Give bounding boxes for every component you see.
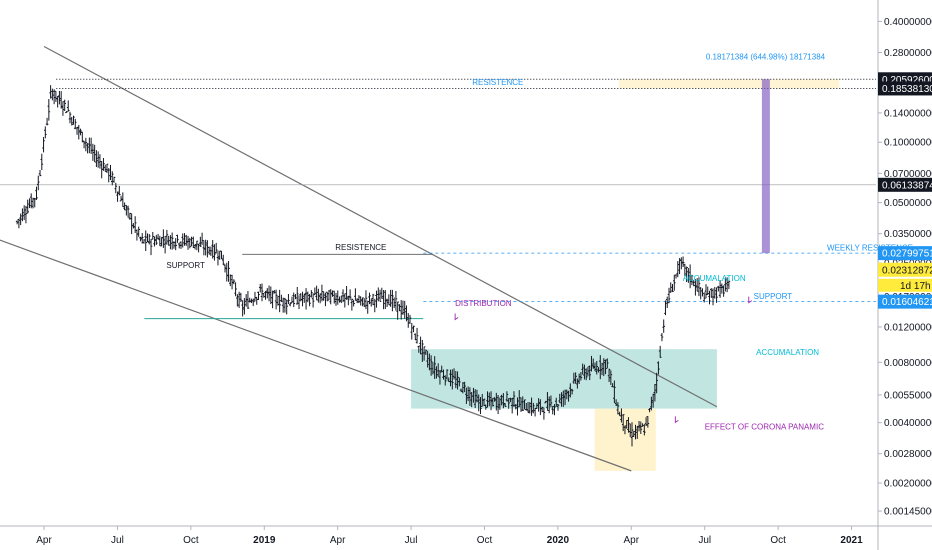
price-tick-label: 0.40000000: [884, 17, 932, 28]
resistence-level-label: 0.18538130: [882, 84, 932, 95]
time-tick-label: Apr: [36, 535, 52, 546]
annotation-resistence: RESISTENCE: [335, 243, 386, 252]
time-tick-label: Apr: [330, 535, 346, 546]
time-tick-label: 2020: [547, 535, 570, 546]
time-tick-label: 2021: [840, 535, 863, 546]
annotation-arrow: [748, 296, 753, 304]
support-level-tag: [878, 294, 932, 309]
weekly-resistence-level-tag: [878, 246, 932, 261]
price-tick-label: 0.01200000: [884, 322, 932, 333]
price-tick-label: 0.00200000: [884, 479, 932, 490]
annotation-accumulation-1: ACCUMALATION: [683, 274, 746, 283]
zones-layer: [411, 79, 840, 471]
time-tick-label: Oct: [183, 535, 199, 546]
annotation-corona: EFFECT OF CORONA PANAMIC: [705, 422, 824, 431]
annotation-support-right: SUPPORT: [754, 292, 793, 301]
annotation-arrow: [454, 313, 459, 321]
time-tick-label: Jul: [111, 535, 124, 546]
countdown-tag: [878, 278, 932, 292]
corona-zone: [594, 408, 656, 471]
annotation-resistence-top: RESISTENCE: [472, 78, 523, 87]
time-tick-label: Jul: [698, 535, 711, 546]
time-tick-label: Apr: [624, 535, 640, 546]
support-level-label: 0.01604621: [882, 297, 932, 308]
price-tick-label: 0.03500000: [884, 229, 932, 240]
last-price-level-label: 0.02312872: [882, 265, 932, 276]
upper-trendline: [43, 45, 718, 408]
price-tick-label: 0.00800000: [884, 358, 932, 369]
measure-label: 0.18171384 (644.98%) 18171384: [706, 52, 826, 61]
current-level-label: 0.06133874: [882, 180, 932, 191]
annotation-distribution: DISTRIBUTION: [455, 299, 512, 308]
last-price-level-tag: [878, 262, 932, 277]
time-tick-label: Oct: [477, 535, 493, 546]
time-axis[interactable]: Apr Jul Oct 2019 Apr Jul Oct 2020 Apr Jul Oct 2021: [0, 525, 932, 546]
top-level-label: 0.20592600: [882, 75, 932, 86]
price-tick-label: 0.28000000: [884, 48, 932, 59]
price-tick-label: 0.10000000: [884, 138, 932, 149]
annotation-support: SUPPORT: [166, 261, 205, 270]
resistence-level-tag: [878, 81, 932, 96]
annotations-layer: 0.18171384 (644.98%) 18171384 SUPPORT RESI…: [166, 52, 913, 431]
weekly-resistence-level-label: 0.02799751: [882, 249, 932, 260]
time-tick-label: Jul: [405, 535, 418, 546]
price-tick-label: 0.05000000: [884, 198, 932, 209]
annotation-accumulation-2: ACCUMALATION: [756, 348, 819, 357]
price-tick-label: 0.00400000: [884, 418, 932, 429]
price-tick-label: 0.14000000: [884, 108, 932, 119]
annotation-weekly-resistence: WEEKLY RESISTENCE: [827, 244, 913, 253]
resistence-zone: [619, 79, 840, 89]
time-tick-label: 2019: [253, 535, 276, 546]
price-bars: [15, 85, 731, 447]
measure-bar: [761, 79, 770, 254]
time-tick-label: Oct: [770, 535, 786, 546]
price-tick-label: 0.00145000: [884, 507, 932, 518]
lines-layer: [0, 45, 876, 472]
current-level-tag: [878, 177, 932, 192]
price-tick-label: 0.07000000: [884, 169, 932, 180]
price-tick-label: 0.00280000: [884, 449, 932, 460]
lower-trendline: [0, 239, 632, 472]
countdown-label: 1d 17h: [900, 281, 931, 292]
annotation-arrow: [674, 416, 679, 424]
price-tick-label: 0.00550000: [884, 390, 932, 401]
